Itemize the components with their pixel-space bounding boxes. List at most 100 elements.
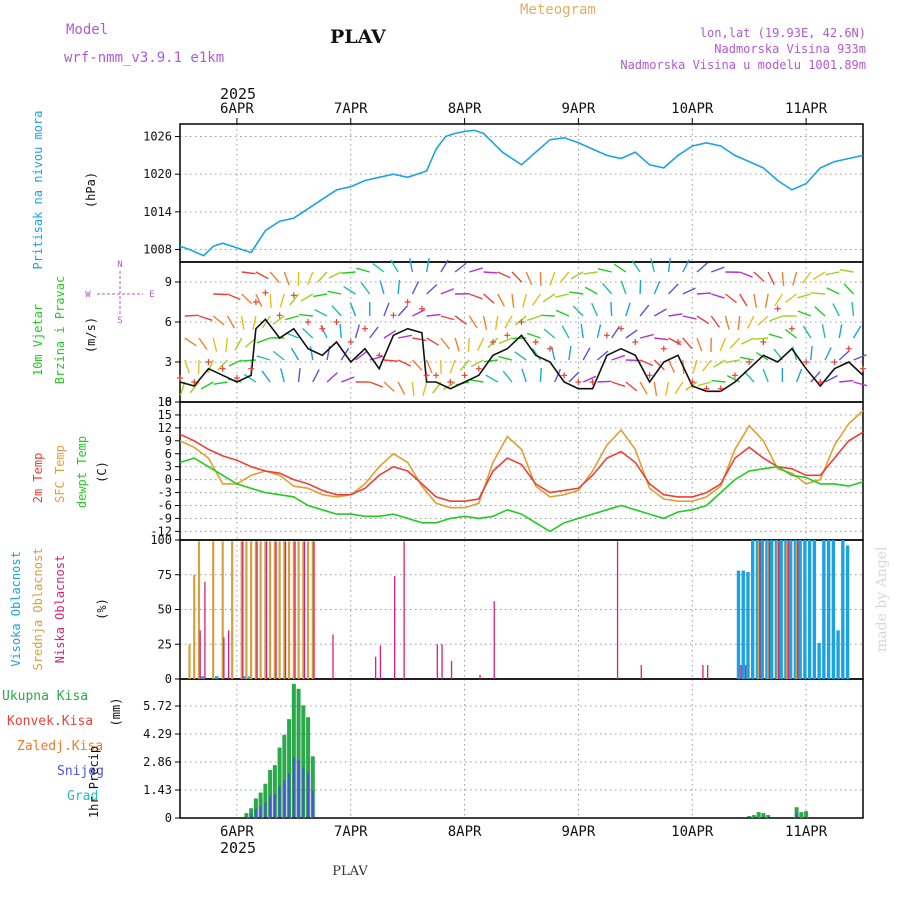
wind-arrow <box>409 258 414 273</box>
lonlat-text: lon,lat (19.93E, 42.6N) <box>700 26 866 40</box>
wind-arrow <box>234 337 243 351</box>
wind-arrow <box>713 359 726 368</box>
y-tick-label: 2.86 <box>143 755 172 769</box>
compass-s: S <box>117 316 122 326</box>
wind-arrow <box>497 271 511 279</box>
precip-unit: (mm) <box>109 698 123 727</box>
precip-legend-grad: Grad <box>67 789 98 804</box>
wind-arrow <box>383 329 397 339</box>
cloud-low-bar <box>759 541 761 679</box>
wind-arrow <box>650 258 655 273</box>
wind-arrow <box>555 309 570 317</box>
sfc-temp-line <box>179 410 864 509</box>
cloud-mid-bar <box>231 541 234 679</box>
wind-arrow <box>591 302 599 317</box>
wind-arrow <box>521 368 527 383</box>
wind-arrow <box>568 371 580 383</box>
cloud-mid-bar <box>221 541 224 679</box>
wind-arrow <box>341 271 356 274</box>
temp-unit: (C) <box>95 461 109 483</box>
wind-arrow <box>825 271 840 276</box>
wind-arrow <box>620 280 627 295</box>
cloud-high-bar <box>826 540 831 679</box>
wind-arrow <box>625 329 638 339</box>
precip-bar <box>282 734 287 818</box>
wind-arrow <box>454 337 460 352</box>
year-label-top: 2025 <box>220 85 256 103</box>
wind-arrow <box>440 259 449 273</box>
y-tick-label: 50 <box>158 603 172 617</box>
y-tick-label: 75 <box>158 568 172 582</box>
precip-legend-total: Ukupna Kisa <box>2 689 88 704</box>
precip-inner-bar <box>311 790 314 818</box>
compass-w: W <box>85 290 91 300</box>
wind-arrow <box>814 306 826 317</box>
wind-arrow <box>631 260 641 273</box>
cloud-mid-ylabel: Srednja Oblacnost <box>31 548 45 671</box>
wind-gust-marker <box>603 332 610 339</box>
wind-arrow <box>824 347 832 361</box>
wind-gust-marker <box>490 339 497 345</box>
wind-arrow <box>744 371 755 383</box>
wind-arrow <box>228 359 242 367</box>
cloud-mid-bar <box>786 541 789 679</box>
wind-arrow <box>411 281 420 295</box>
wind-arrow <box>555 293 570 298</box>
wind-unit: (m/s) <box>84 317 98 353</box>
wind-arrow <box>737 315 741 330</box>
wind-arrow <box>696 337 703 352</box>
wind-gust-marker <box>447 379 454 385</box>
precip-inner-bar <box>292 757 295 818</box>
wind-arrow <box>255 271 269 280</box>
cloud-high-bar <box>746 571 750 679</box>
wind-arrow <box>261 315 271 329</box>
wind-gust-marker <box>589 379 596 385</box>
year-label-bottom: 2025 <box>220 839 256 857</box>
y-tick-label: -3 <box>158 486 172 500</box>
y-tick-label: 15 <box>158 408 172 422</box>
wind-arrow <box>269 271 280 284</box>
wind-arrow <box>497 293 505 307</box>
x-tick-label-top: 6APR <box>220 101 254 117</box>
cloud-mid-bar <box>278 541 281 679</box>
wind-arrow <box>843 283 855 295</box>
cloud-low-bar <box>797 541 799 679</box>
precip-bar <box>761 813 766 818</box>
wind-arrow <box>252 315 257 330</box>
wind-arrow <box>584 286 598 295</box>
precip-bar <box>794 807 799 818</box>
cloud-high-bar <box>751 540 755 679</box>
wind-arrow <box>597 380 612 383</box>
wind-arrow <box>674 381 684 395</box>
cloud-high-bar <box>765 540 769 679</box>
wind-arrow <box>184 359 190 374</box>
wind-arrow <box>583 271 598 275</box>
cloud-low-bar <box>479 674 481 679</box>
model-elevation-text: Nadmorska Visina u modelu 1001.89m <box>620 58 866 72</box>
pressure-ylabel: Pritisak na nivou mora <box>31 111 45 270</box>
precip-inner-bar <box>250 813 253 818</box>
wind-arrow <box>269 293 272 309</box>
wind-arrow <box>639 381 648 395</box>
wind-arrow <box>811 292 826 295</box>
wind-gust-marker <box>831 359 838 365</box>
wind-gust-marker <box>504 332 511 339</box>
wind-arrow <box>554 368 562 383</box>
wind-arrow <box>240 315 245 330</box>
wind-arrow <box>664 381 670 396</box>
y-tick-label: 0 <box>165 672 172 686</box>
x-tick-label-top: 8APR <box>448 101 482 117</box>
wind-arrow <box>797 293 812 299</box>
wind-arrow <box>653 381 658 396</box>
wind-arrow <box>412 337 427 342</box>
wind-arrow <box>610 301 613 317</box>
wind-arrow <box>272 315 285 325</box>
wind-arrow <box>757 315 769 326</box>
wind-arrow <box>227 293 241 301</box>
x-tick-label-bottom: 8APR <box>448 824 482 840</box>
wind-arrow <box>328 271 342 279</box>
y-tick-label: -12 <box>150 524 172 538</box>
cloud-high-bar <box>774 540 779 679</box>
wind-gust-marker <box>703 385 710 392</box>
wind-gust-marker <box>305 319 312 325</box>
